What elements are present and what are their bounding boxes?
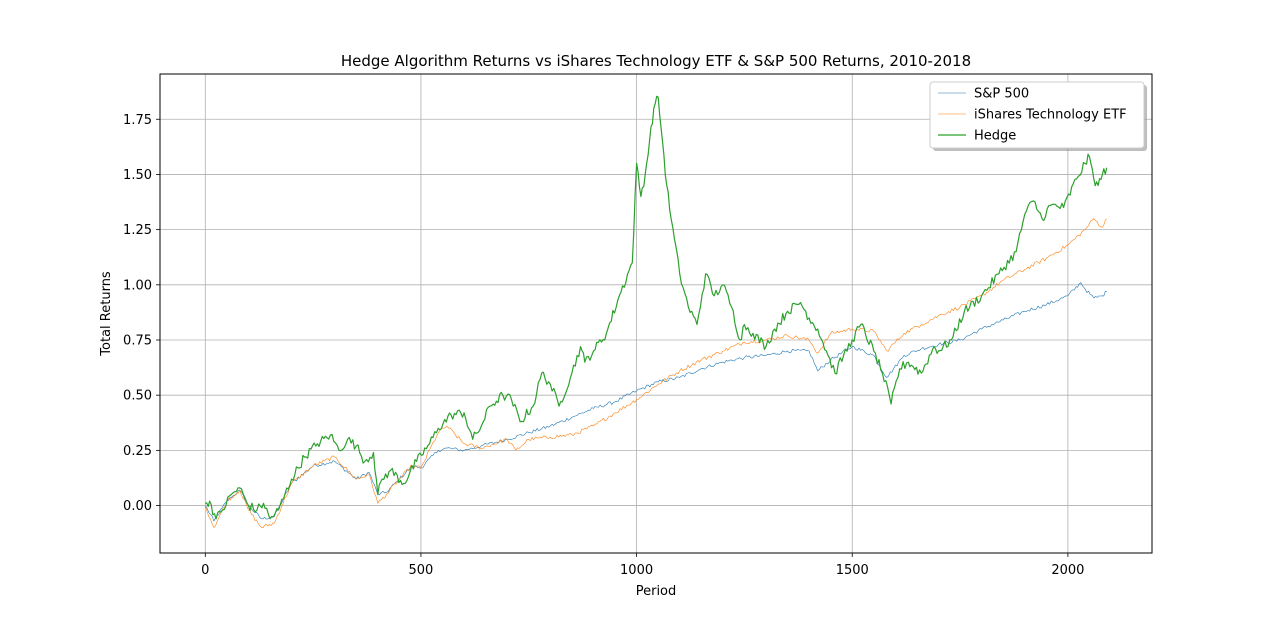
x-tick-label-0: 0 — [201, 563, 209, 578]
legend-box — [929, 81, 1145, 149]
series-line-ishares-technology-etf — [205, 218, 1107, 529]
legend-label-s-p-500: S&P 500 — [974, 87, 1029, 102]
y-tick-label-4: 1.00 — [123, 278, 152, 293]
axis-ticks: 0 500 1000 1500 2000 0.00 0.25 0.50 0.75 1.00 1.25… — [123, 113, 1084, 578]
x-tick-label-4: 2000 — [1051, 563, 1084, 578]
y-axis-label: Total Returns — [99, 271, 114, 357]
y-tick-label-6: 1.50 — [123, 168, 152, 183]
plot-frame — [159, 73, 1153, 554]
x-tick-label-1: 500 — [409, 563, 434, 578]
y-tick-label-3: 0.75 — [123, 333, 152, 348]
y-tick-label-5: 1.25 — [123, 223, 152, 238]
legend-label-hedge: Hedge — [974, 129, 1016, 144]
chart-title: Hedge Algorithm Returns vs iShares Techn… — [341, 52, 971, 70]
x-tick-label-2: 1000 — [620, 563, 653, 578]
legend-label-ishares-technology-etf: iShares Technology ETF — [974, 108, 1127, 123]
y-tick-label-1: 0.25 — [123, 444, 152, 459]
x-tick-label-3: 1500 — [836, 563, 869, 578]
y-tick-label-0: 0.00 — [123, 499, 152, 514]
x-axis-label: Period — [636, 584, 677, 599]
series-layer — [205, 95, 1108, 529]
legend: S&P 500 iShares Technology ETF Hedge — [929, 81, 1147, 151]
series-line-hedge — [205, 95, 1108, 520]
grid — [160, 74, 1152, 553]
y-tick-label-2: 0.50 — [123, 389, 152, 404]
series-line-s-p-500 — [205, 282, 1107, 522]
y-tick-label-7: 1.75 — [123, 113, 152, 128]
